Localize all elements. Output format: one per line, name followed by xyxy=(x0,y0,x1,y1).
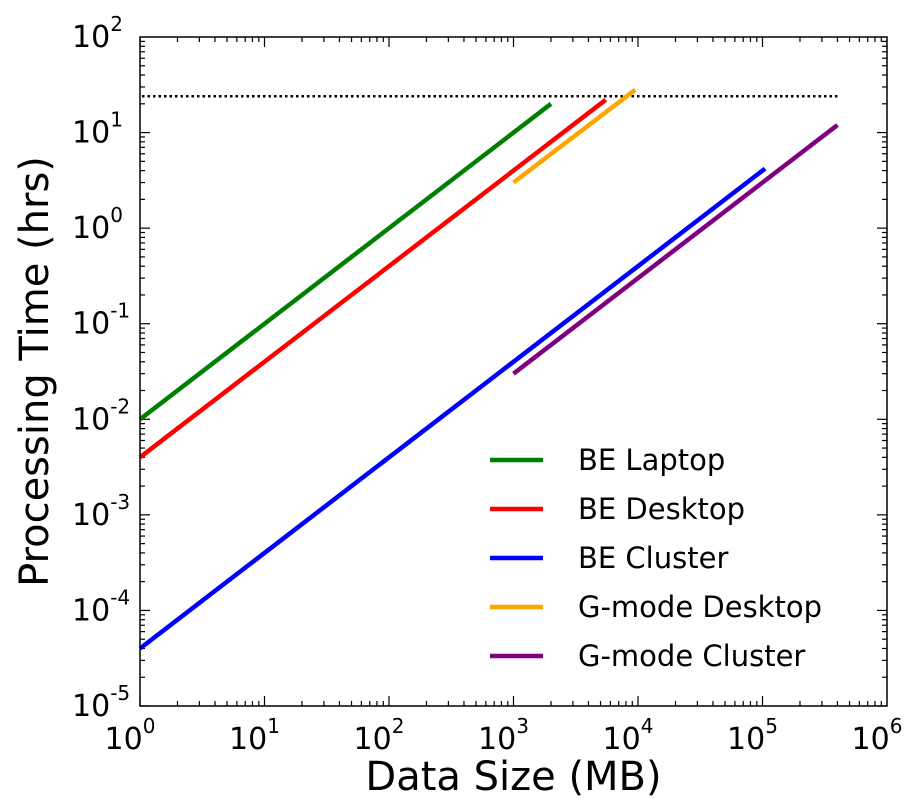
x-tick-base: 10 xyxy=(105,722,143,757)
y-tick-label: 10-5 xyxy=(72,681,130,724)
x-tick-label: 103 xyxy=(478,714,529,757)
y-tick-exponent: 0 xyxy=(110,203,123,227)
y-tick-label: 10-3 xyxy=(72,490,130,533)
y-tick-base: 10 xyxy=(72,211,110,246)
y-tick-label: 10-1 xyxy=(72,299,130,342)
x-tick-labels: 100 101 102 103 104 105 106 xyxy=(105,714,903,757)
y-tick-exponent: -1 xyxy=(110,299,130,323)
y-tick-exponent: -5 xyxy=(110,681,130,705)
series-line-1 xyxy=(138,102,553,422)
x-tick-exponent: 4 xyxy=(641,714,654,738)
y-tick-exponent: 1 xyxy=(110,108,123,132)
legend-label: G-mode Cluster xyxy=(578,639,805,673)
legend-label: BE Desktop xyxy=(578,492,745,526)
y-axis-label: Processing Time (hrs) xyxy=(12,156,58,587)
x-tick-exponent: 5 xyxy=(765,714,778,738)
plot-area-frame xyxy=(139,36,888,707)
x-tick-base: 10 xyxy=(478,722,516,757)
x-tick-exponent: 0 xyxy=(143,714,156,738)
x-tick-exponent: 6 xyxy=(890,714,903,738)
series-lines xyxy=(138,88,839,651)
x-tick-label: 105 xyxy=(727,714,778,757)
y-tick-base: 10 xyxy=(72,498,110,533)
x-tick-label: 100 xyxy=(105,714,156,757)
x-tick-base: 10 xyxy=(852,722,890,757)
series-line-3 xyxy=(138,166,767,651)
x-tick-label: 104 xyxy=(603,714,654,757)
y-tick-exponent: -3 xyxy=(110,490,130,514)
legend-label: BE Cluster xyxy=(578,541,728,575)
x-tick-exponent: 1 xyxy=(267,714,280,738)
x-tick-base: 10 xyxy=(354,722,392,757)
legend: BE Laptop BE Desktop BE Cluster G-mode Desk… xyxy=(490,443,822,673)
y-tick-base: 10 xyxy=(72,116,110,151)
y-tick-label: 10-2 xyxy=(72,394,130,437)
y-tick-label: 102 xyxy=(72,12,123,55)
series-line-2 xyxy=(138,98,608,460)
x-tick-label: 106 xyxy=(852,714,903,757)
x-tick-label: 102 xyxy=(354,714,405,757)
series-line-4 xyxy=(512,88,637,185)
y-tick-exponent: 2 xyxy=(110,12,123,36)
y-tick-base: 10 xyxy=(72,689,110,724)
y-tick-exponent: -4 xyxy=(110,585,130,609)
y-tick-base: 10 xyxy=(72,307,110,342)
x-tick-label: 101 xyxy=(229,714,280,757)
y-tick-base: 10 xyxy=(72,402,110,437)
legend-label: BE Laptop xyxy=(578,443,725,477)
y-tick-label: 10-4 xyxy=(72,585,130,628)
y-tick-label: 101 xyxy=(72,108,123,151)
x-tick-exponent: 2 xyxy=(392,714,405,738)
x-tick-exponent: 3 xyxy=(516,714,529,738)
series-line-5 xyxy=(512,123,839,376)
y-tick-base: 10 xyxy=(72,20,110,55)
tick-marks xyxy=(139,37,887,707)
x-tick-base: 10 xyxy=(229,722,267,757)
x-tick-base: 10 xyxy=(603,722,641,757)
legend-label: G-mode Desktop xyxy=(578,590,822,624)
x-tick-base: 10 xyxy=(727,722,765,757)
y-tick-base: 10 xyxy=(72,593,110,628)
y-tick-exponent: -2 xyxy=(110,394,130,418)
x-axis-label: Data Size (MB) xyxy=(365,754,661,799)
y-tick-label: 100 xyxy=(72,203,123,246)
